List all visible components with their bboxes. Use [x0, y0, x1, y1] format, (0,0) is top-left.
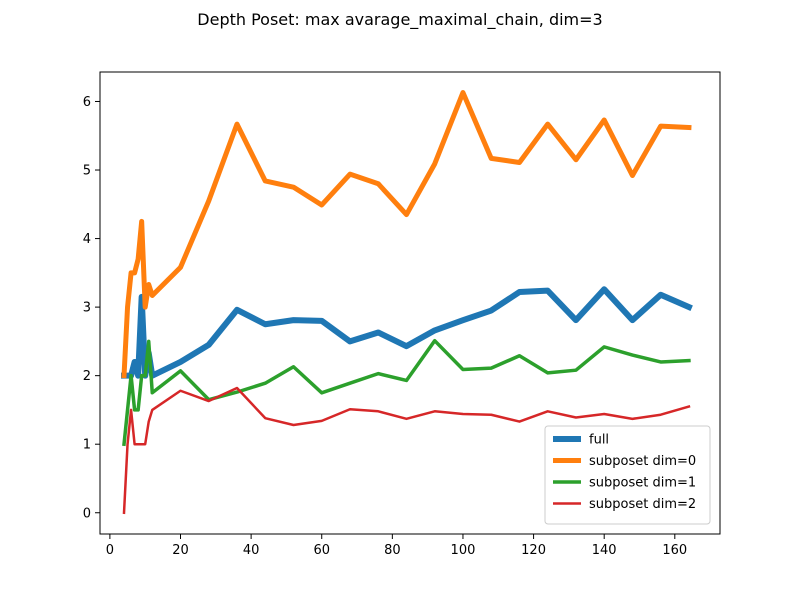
x-axis: 0 20 40 60 80 100 120 140 160	[106, 534, 687, 558]
x-tick-label: 160	[662, 543, 687, 558]
y-tick-label: 5	[83, 164, 91, 179]
series-line-2	[122, 338, 691, 447]
legend-box	[544, 425, 711, 525]
chart-title: Depth Poset: max avarage_maximal_chain, …	[197, 10, 602, 30]
y-tick-label: 1	[83, 438, 91, 453]
series-line-0	[121, 286, 693, 379]
x-tick-label: 140	[592, 543, 617, 558]
y-axis: 0 1 2 3 4 5 6	[83, 95, 100, 521]
axes-frame	[99, 71, 721, 535]
legend-label-3: subposet dim=2	[589, 497, 696, 512]
x-tick-label: 100	[451, 543, 476, 558]
series-line-3	[122, 386, 691, 515]
x-tick-label: 0	[106, 543, 114, 558]
legend-label-1: subposet dim=0	[589, 454, 696, 469]
plot-area	[99, 71, 721, 535]
legend-label-0: full	[589, 433, 609, 448]
x-tick-label: 120	[521, 543, 546, 558]
series-line-1	[121, 90, 692, 379]
y-tick-label: 3	[83, 301, 91, 316]
y-tick-label: 6	[83, 95, 91, 110]
y-tick-label: 0	[83, 506, 91, 521]
legend-label-2: subposet dim=1	[589, 476, 696, 491]
y-tick-label: 2	[83, 369, 91, 384]
x-tick-label: 20	[172, 543, 189, 558]
x-tick-label: 40	[243, 543, 260, 558]
y-tick-label: 4	[83, 232, 91, 247]
x-tick-label: 60	[313, 543, 330, 558]
legend: full subposet dim=0 subposet dim=1 subposet…	[544, 425, 711, 525]
x-tick-label: 80	[384, 543, 401, 558]
